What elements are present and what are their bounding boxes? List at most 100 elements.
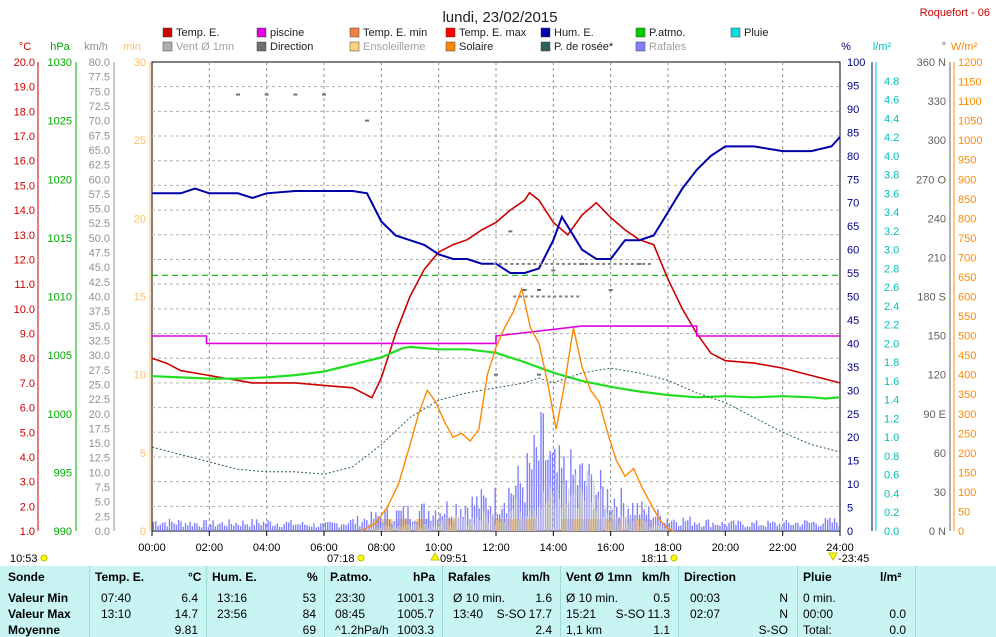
legend-label: Direction bbox=[270, 41, 313, 53]
solar-tick: 250 bbox=[958, 428, 976, 440]
col-gust-unit: km/h bbox=[522, 570, 551, 584]
direction-tick: 120 bbox=[928, 370, 946, 382]
pressure-unit: hPa bbox=[50, 41, 70, 53]
humidity-tick: 90 bbox=[847, 104, 859, 116]
series-hum-e- bbox=[152, 136, 841, 274]
direction-dot bbox=[264, 93, 269, 96]
direction-dot bbox=[576, 295, 580, 298]
direction-tick: 270 O bbox=[916, 174, 946, 186]
pressure-tick: 1015 bbox=[48, 233, 72, 245]
hum-value: 53 bbox=[302, 591, 316, 605]
direction-dot bbox=[494, 373, 498, 376]
humidity-tick: 20 bbox=[847, 432, 859, 444]
temp-tick: 15.0 bbox=[14, 180, 35, 192]
legend-swatch bbox=[162, 27, 173, 38]
wind-dir: S-SO bbox=[615, 607, 645, 621]
culmination-icon bbox=[430, 551, 440, 561]
wind-tick: 7.5 bbox=[95, 482, 110, 494]
legend-swatch bbox=[256, 27, 267, 38]
solar-tick: 750 bbox=[958, 233, 976, 245]
wind-tick: 25.0 bbox=[89, 379, 110, 391]
dir-time: 02:07 bbox=[690, 607, 721, 621]
gust-time: Ø 10 min. bbox=[453, 591, 506, 605]
wind-tick: 15.0 bbox=[89, 438, 110, 450]
direction-dot bbox=[533, 262, 537, 265]
rain-value: 0.0 bbox=[889, 607, 906, 621]
solar-tick: 200 bbox=[958, 448, 976, 460]
direction-dot bbox=[564, 295, 568, 298]
sun-icon bbox=[40, 554, 48, 562]
wind-tick: 65.0 bbox=[89, 145, 110, 157]
wind-tick: 12.5 bbox=[89, 453, 110, 465]
direction-dot bbox=[607, 262, 611, 265]
press-time: ^1.2hPa/h bbox=[335, 623, 389, 637]
wind-tick: 22.5 bbox=[89, 394, 110, 406]
direction-dot bbox=[365, 119, 369, 122]
direction-dot bbox=[559, 295, 563, 298]
direction-dot bbox=[518, 295, 522, 298]
sun-tick: 0 bbox=[140, 526, 146, 538]
sun-tick: 10 bbox=[134, 370, 146, 382]
series-solaire bbox=[360, 286, 674, 532]
wind-value: 0.5 bbox=[653, 591, 670, 605]
wind-time: 1,1 km bbox=[566, 623, 603, 637]
legend-label: Vent Ø 1mn bbox=[176, 41, 234, 53]
direction-dot bbox=[630, 262, 634, 265]
chart-title: lundi, 23/02/2015 bbox=[442, 9, 557, 26]
direction-dot bbox=[293, 93, 298, 96]
direction-tick: 300 bbox=[928, 135, 946, 147]
wind-tick: 27.5 bbox=[89, 365, 110, 377]
dir-value: N bbox=[779, 591, 788, 605]
sun-unit: min bbox=[123, 41, 141, 53]
rain-tick: 4.2 bbox=[884, 132, 899, 144]
sun-tick: 5 bbox=[140, 448, 146, 460]
direction-dot bbox=[561, 262, 565, 265]
direction-unit: ° bbox=[942, 41, 946, 53]
pressure-tick: 990 bbox=[54, 526, 72, 538]
legend-swatch bbox=[635, 41, 646, 52]
temp-tick: 20.0 bbox=[14, 57, 35, 69]
direction-dot bbox=[636, 262, 640, 265]
legend-swatch bbox=[162, 41, 173, 52]
legend-swatch bbox=[635, 27, 646, 38]
solar-tick: 1100 bbox=[958, 96, 982, 108]
gust-value: 2.4 bbox=[535, 623, 552, 637]
time-tick: 06:00 bbox=[310, 542, 338, 554]
temp-time: 07:40 bbox=[101, 591, 132, 605]
wind-tick: 32.5 bbox=[89, 335, 110, 347]
rain-time: Total: bbox=[803, 623, 832, 637]
legend-swatch bbox=[730, 27, 741, 38]
legend-swatch bbox=[540, 41, 551, 52]
direction-tick: 360 N bbox=[917, 57, 946, 69]
rain-tick: 3.2 bbox=[884, 226, 899, 238]
time-tick: 04:00 bbox=[253, 542, 281, 554]
culmination-time: 09:51 bbox=[440, 553, 468, 565]
solar-tick: 950 bbox=[958, 155, 976, 167]
direction-dot bbox=[596, 262, 600, 265]
humidity-tick: 70 bbox=[847, 198, 859, 210]
legend-label: Temp. E. min bbox=[363, 27, 427, 39]
legend-label: Pluie bbox=[744, 27, 768, 39]
rain-tick: 1.4 bbox=[884, 395, 899, 407]
wind-tick: 55.0 bbox=[89, 204, 110, 216]
humidity-tick: 80 bbox=[847, 151, 859, 163]
temp-value: 9.81 bbox=[174, 623, 198, 637]
temp-tick: 1.0 bbox=[20, 526, 35, 538]
rain-tick: 2.2 bbox=[884, 320, 899, 332]
col-press: P.atmo. bbox=[330, 570, 372, 584]
wind-tick: 72.5 bbox=[89, 101, 110, 113]
humidity-tick: 40 bbox=[847, 338, 859, 350]
solar-tick: 1200 bbox=[958, 57, 982, 69]
temp-tick: 4.0 bbox=[20, 452, 35, 464]
wind-tick: 42.5 bbox=[89, 277, 110, 289]
direction-tick: 150 bbox=[928, 331, 946, 343]
col-temp: Temp. E. bbox=[95, 570, 145, 584]
wind-value: 11.3 bbox=[647, 607, 670, 621]
direction-tick: 30 bbox=[934, 487, 946, 499]
direction-dot bbox=[530, 295, 534, 298]
temp-tick: 14.0 bbox=[14, 205, 35, 217]
temp-tick: 13.0 bbox=[14, 230, 35, 242]
rain-tick: 4.6 bbox=[884, 95, 899, 107]
rain-tick: 1.0 bbox=[884, 432, 899, 444]
direction-dot bbox=[625, 262, 628, 265]
